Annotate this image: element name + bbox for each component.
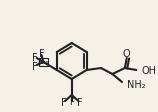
FancyBboxPatch shape [39,58,48,66]
Text: F: F [61,97,67,107]
Text: F: F [76,97,82,107]
Text: F: F [32,53,38,62]
Text: F: F [39,49,44,58]
Text: F: F [32,61,38,71]
Text: Abs: Abs [38,60,49,65]
Text: NH₂: NH₂ [127,79,145,89]
Text: OH: OH [141,65,156,75]
Text: F: F [69,98,74,107]
Text: O: O [123,49,131,58]
